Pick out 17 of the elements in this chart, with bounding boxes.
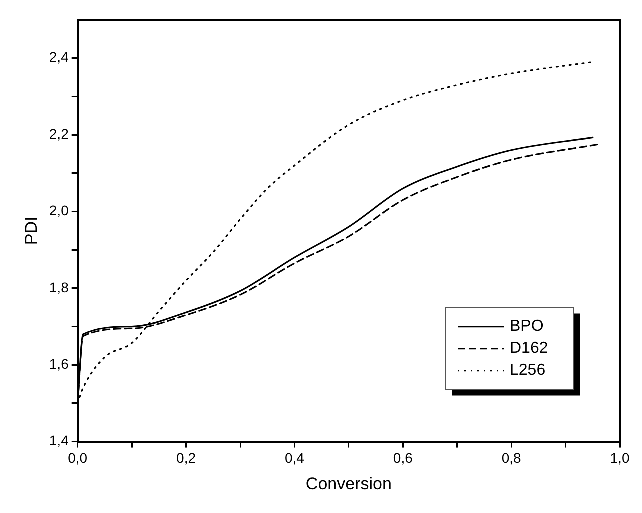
x-tick-label: 1,0	[610, 450, 630, 466]
legend-label: BPO	[510, 318, 544, 336]
y-tick-label: 1,6	[49, 356, 70, 372]
y-tick-label: 1,8	[49, 279, 70, 296]
x-axis-title: Conversion	[306, 474, 392, 494]
y-tick-label: 2,0	[49, 202, 70, 219]
x-tick-label: 0,6	[393, 450, 414, 466]
x-tick-label: 0,4	[284, 450, 305, 466]
legend-label: D162	[510, 340, 548, 358]
y-tick-label: 1,4	[49, 432, 70, 449]
y-tick-label: 2,4	[49, 49, 70, 66]
x-tick-label: 0,8	[502, 450, 522, 466]
x-tick-label: 0,0	[68, 450, 88, 466]
y-tick-label: 2,2	[49, 126, 70, 142]
legend-label: L256	[510, 362, 546, 380]
y-axis-title: PDI	[22, 216, 41, 246]
x-tick-label: 0,2	[176, 450, 196, 466]
